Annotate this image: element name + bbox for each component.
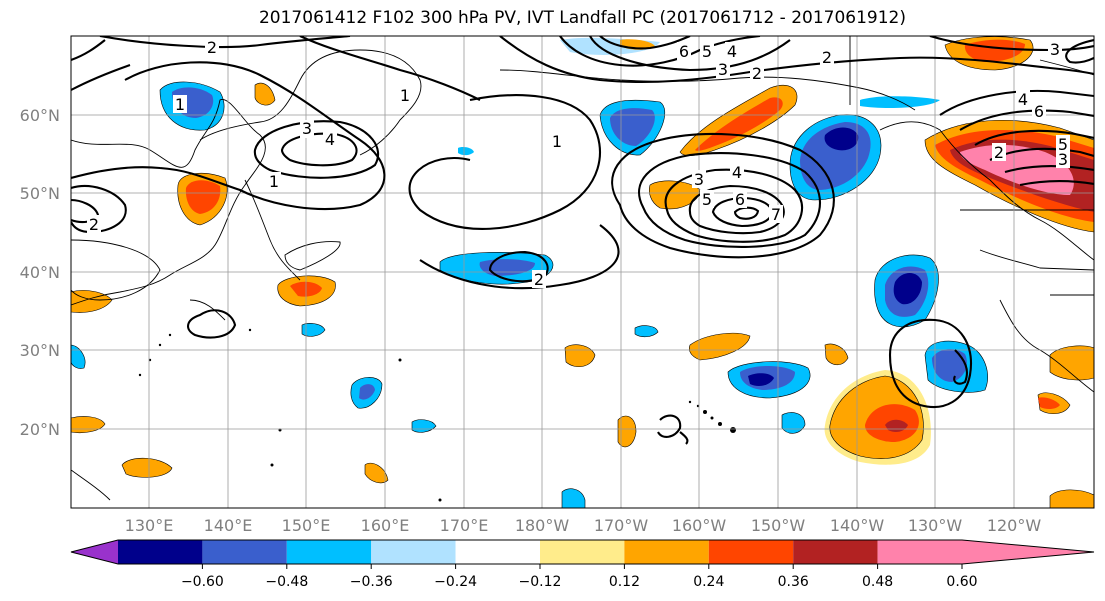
colorbar-bin-6 <box>540 540 625 564</box>
contour-label-2-bering: 2 <box>752 64 762 83</box>
contour-label-7-low: 7 <box>771 205 781 224</box>
colorbar-bin-10 <box>877 540 962 564</box>
contour-label-2-alaska: 2 <box>822 48 832 67</box>
lat-label-60n: 60°N <box>20 106 60 125</box>
colorbar-bin-9 <box>793 540 878 564</box>
map-title: 2017061412 F102 300 hPa PV, IVT Landfall… <box>258 8 906 28</box>
contour-label-1-okhotsk: 1 <box>175 95 185 114</box>
gridlines <box>71 36 1094 508</box>
lon-label-140e: 140°E <box>204 516 253 535</box>
islands <box>138 328 736 502</box>
lat-label-30n: 30°N <box>20 341 60 360</box>
contour-label-3-bering: 3 <box>718 60 728 79</box>
contour-label-2-top: 2 <box>207 38 217 57</box>
contour-label-6-ne: 6 <box>1034 102 1044 121</box>
lon-label-140w: 140°W <box>830 516 885 535</box>
contour-label-5-low: 5 <box>702 190 712 209</box>
colorbar-tick-label: −0.36 <box>350 574 393 590</box>
colorbar: −0.60 −0.48 −0.36 −0.24 −0.12 0.12 0.24 … <box>70 539 1095 590</box>
colorbar-extend-high <box>962 540 1094 564</box>
contour-label-1-midpacific: 1 <box>552 132 562 151</box>
contour-label-5-bering: 5 <box>702 42 712 61</box>
longitude-labels: 130°E 140°E 150°E 160°E 170°E 180°W 170°… <box>125 516 1042 535</box>
lon-label-130w: 130°W <box>908 516 963 535</box>
lat-label-20n: 20°N <box>20 420 60 439</box>
colorbar-tick-label: 0.24 <box>693 574 724 590</box>
lon-label-130e: 130°E <box>125 516 174 535</box>
contour-label-6-low: 6 <box>735 190 745 209</box>
colorbar-tick-label: 0.36 <box>778 574 809 590</box>
contour-label-2-china: 2 <box>89 215 99 234</box>
map-area: 2 1 3 4 1 2 1 2 3 4 5 6 7 2 <box>71 36 1094 508</box>
contour-label-2-ne: 2 <box>994 143 1004 162</box>
colorbar-tick-label: −0.60 <box>181 574 224 590</box>
colorbar-extend-low <box>71 540 118 564</box>
colorbar-bin-8 <box>708 540 794 564</box>
colorbar-bin-3 <box>286 540 372 564</box>
colorbar-bin-7 <box>624 540 709 564</box>
lon-label-150w: 150°W <box>751 516 806 535</box>
contour-label-3-topright: 3 <box>1050 40 1060 59</box>
contour-label-4-low: 4 <box>732 163 742 182</box>
latitude-labels: 60°N 50°N 40°N 30°N 20°N <box>20 106 60 439</box>
colorbar-tick-label: −0.12 <box>519 574 562 590</box>
contour-label-2-40n: 2 <box>534 270 544 289</box>
colorbar-bin-2 <box>202 540 287 564</box>
contour-label-4-bering: 4 <box>727 42 737 61</box>
lon-label-180w: 180°W <box>515 516 570 535</box>
contour-label-1-japan: 1 <box>269 172 279 191</box>
colorbar-bin-5 <box>455 540 540 564</box>
colorbar-bin-4 <box>371 540 456 564</box>
lon-label-160e: 160°E <box>361 516 410 535</box>
lon-label-150e: 150°E <box>282 516 331 535</box>
contour-label-4-hokkaido: 4 <box>325 130 335 149</box>
lat-label-40n: 40°N <box>20 263 60 282</box>
colorbar-tick-label: 0.48 <box>862 574 893 590</box>
contour-label-0-siberia: 1 <box>400 86 410 105</box>
colorbar-tick-label: −0.24 <box>434 574 477 590</box>
lon-label-120w: 120°W <box>987 516 1042 535</box>
map-frame <box>70 35 1095 509</box>
contour-label-3-hokkaido: 3 <box>302 119 312 138</box>
lat-label-50n: 50°N <box>20 184 60 203</box>
contour-label-4-ne: 4 <box>1018 90 1028 109</box>
contour-label-3-low: 3 <box>694 170 704 189</box>
contour-labels: 2 1 3 4 1 2 1 2 3 4 5 6 7 2 <box>87 38 1070 289</box>
contour-label-3-ne: 3 <box>1058 150 1068 169</box>
lon-label-160w: 160°W <box>672 516 727 535</box>
colorbar-tick-label: 0.12 <box>609 574 640 590</box>
colorbar-tick-label: 0.60 <box>946 574 977 590</box>
contour-label-5-ne: 5 <box>1058 135 1068 154</box>
lon-label-170w: 170°W <box>594 516 649 535</box>
lon-label-170e: 170°E <box>440 516 489 535</box>
colorbar-bin-1 <box>118 540 203 564</box>
colorbar-tick-label: −0.48 <box>265 574 308 590</box>
contour-label-6-bering: 6 <box>679 42 689 61</box>
